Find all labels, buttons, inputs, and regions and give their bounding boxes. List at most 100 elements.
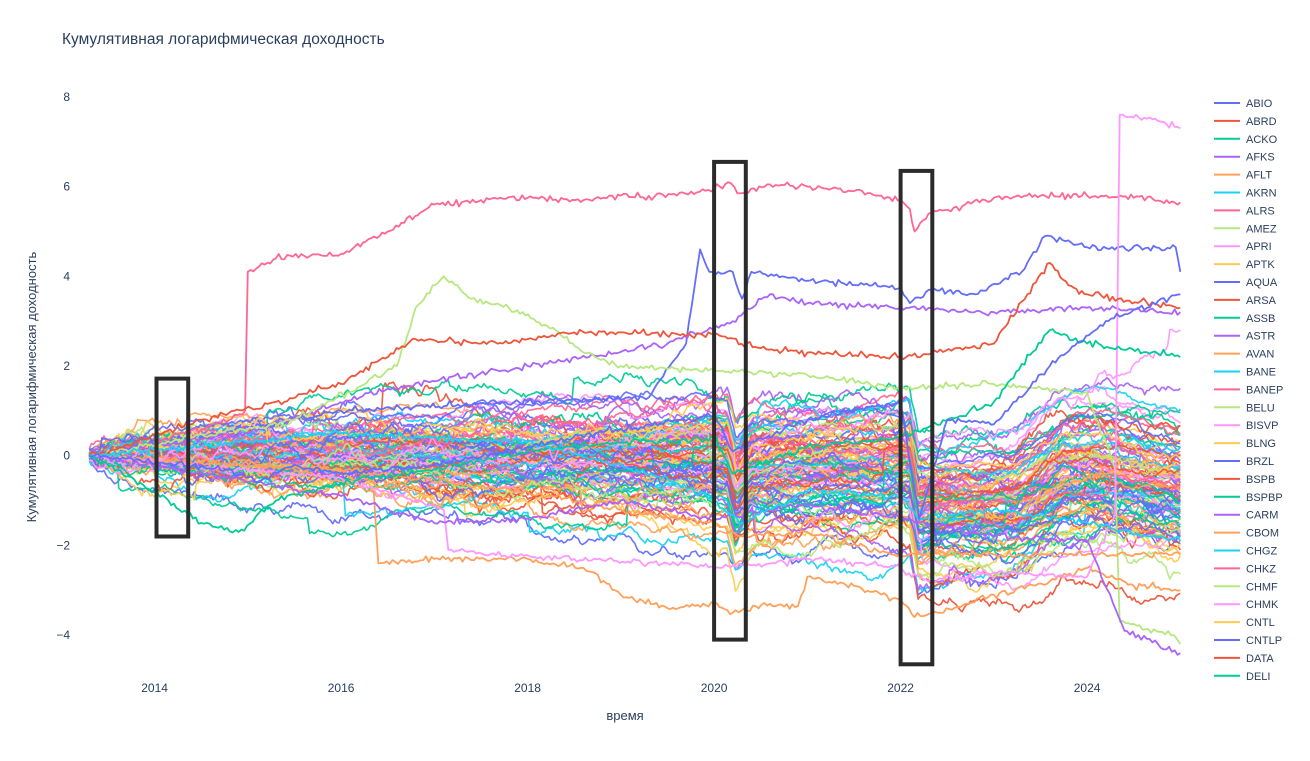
- x-tick-label: 2014: [141, 681, 168, 695]
- legend-item[interactable]: CHKZ: [1214, 563, 1276, 575]
- legend-label: CNTL: [1246, 617, 1275, 629]
- legend-item[interactable]: DELI: [1214, 671, 1270, 683]
- legend-item[interactable]: CNTLP: [1214, 635, 1282, 647]
- x-tick-label: 2018: [514, 681, 541, 695]
- x-tick-label: 2016: [328, 681, 355, 695]
- legend-label: CARM: [1246, 510, 1278, 522]
- legend-item[interactable]: CNTL: [1214, 617, 1275, 629]
- legend-item[interactable]: ALRS: [1214, 205, 1275, 217]
- legend-item[interactable]: BANEP: [1214, 384, 1283, 396]
- annotation-box: [898, 168, 935, 667]
- legend-item[interactable]: ACKO: [1214, 134, 1278, 146]
- legend-item[interactable]: APRI: [1214, 241, 1272, 253]
- legend-label: BANEP: [1246, 384, 1283, 396]
- series-line: [88, 457, 1181, 596]
- y-tick-label: −2: [56, 538, 70, 552]
- series-line: [88, 372, 1181, 467]
- legend-item[interactable]: ASTR: [1214, 331, 1275, 343]
- y-tick-label: −4: [56, 628, 70, 642]
- series-line-highlight: [89, 275, 1182, 645]
- series-line-highlight: [89, 113, 1181, 583]
- legend-item[interactable]: BSPB: [1214, 474, 1275, 486]
- legend-item[interactable]: CBOM: [1214, 528, 1279, 540]
- legend-label: CHMK: [1246, 599, 1279, 611]
- legend-item[interactable]: BISVP: [1214, 420, 1278, 432]
- legend-label: ARSA: [1246, 295, 1277, 307]
- legend-item[interactable]: CHGZ: [1214, 546, 1277, 558]
- legend-item[interactable]: BRZL: [1214, 456, 1274, 468]
- legend-label: ACKO: [1246, 134, 1278, 146]
- legend-item[interactable]: ABRD: [1214, 116, 1277, 128]
- series-line-highlight: [88, 328, 1181, 534]
- legend-item[interactable]: ARSA: [1214, 295, 1277, 307]
- legend-label: APRI: [1246, 241, 1272, 253]
- legend-label: CHKZ: [1246, 563, 1276, 575]
- legend-label: AFLT: [1246, 170, 1272, 182]
- legend-label: BISVP: [1246, 420, 1278, 432]
- series-line-highlight: [89, 429, 1182, 542]
- legend-label: DELI: [1246, 671, 1270, 683]
- series-line-highlight: [88, 293, 1181, 520]
- legend-label: CHMF: [1246, 581, 1278, 593]
- legend-item[interactable]: APTK: [1214, 259, 1275, 271]
- x-axis-ticks: 2014 2016 2018 2020 2022 2024: [141, 681, 1101, 695]
- legend-item[interactable]: BANE: [1214, 367, 1276, 379]
- x-tick-label: 2024: [1074, 681, 1101, 695]
- legend-label: CBOM: [1246, 528, 1279, 540]
- x-tick-label: 2020: [701, 681, 728, 695]
- y-tick-label: 0: [63, 449, 70, 463]
- y-tick-label: 4: [63, 269, 70, 283]
- legend-item[interactable]: AMEZ: [1214, 223, 1277, 235]
- legend-item[interactable]: AVAN: [1214, 349, 1274, 361]
- series-line: [89, 394, 1181, 511]
- series-line-highlight: [88, 234, 1182, 458]
- legend-item[interactable]: ABIO: [1214, 98, 1273, 110]
- series-line-highlight: [89, 454, 1181, 656]
- series-line-highlight: [88, 262, 1181, 457]
- legend-item[interactable]: BSPBP: [1214, 492, 1283, 504]
- legend-item[interactable]: DATA: [1214, 653, 1274, 665]
- x-tick-label: 2022: [887, 681, 914, 695]
- legend-item[interactable]: BLNG: [1214, 438, 1276, 450]
- legend-label: APTK: [1246, 259, 1275, 271]
- legend-item[interactable]: CHMF: [1214, 581, 1278, 593]
- chart-title: Кумулятивная логарифмическая доходность: [62, 31, 385, 48]
- series-line-highlight: [89, 453, 1181, 559]
- legend-label: ABRD: [1246, 116, 1277, 128]
- legend-item[interactable]: AKRN: [1214, 188, 1277, 200]
- series-line: [88, 437, 1181, 580]
- y-axis-label: Кумулятивная логарифмическая доходность: [24, 251, 39, 522]
- y-axis-ticks: −4 −2 0 2 4 6 8: [56, 90, 70, 642]
- x-axis-label: время: [606, 708, 643, 723]
- legend-item[interactable]: AFLT: [1214, 170, 1272, 182]
- legend-label: ABIO: [1246, 98, 1273, 110]
- annotation-layer: [154, 159, 935, 667]
- legend-label: BRZL: [1246, 456, 1274, 468]
- legend-item[interactable]: AQUA: [1214, 277, 1278, 289]
- legend-item[interactable]: AFKS: [1214, 152, 1275, 164]
- legend-label: BELU: [1246, 402, 1275, 414]
- y-tick-label: 8: [63, 90, 70, 104]
- legend-label: AKRN: [1246, 188, 1277, 200]
- series-line: [89, 420, 1182, 519]
- y-tick-label: 6: [63, 180, 70, 194]
- legend-label: CNTLP: [1246, 635, 1282, 647]
- legend-label: AFKS: [1246, 152, 1275, 164]
- series-line: [88, 448, 1181, 591]
- legend-label: CHGZ: [1246, 546, 1277, 558]
- legend-item[interactable]: CHMK: [1214, 599, 1279, 611]
- legend[interactable]: ABIO ABRD ACKO AFKS AFLT AKRN ALRS AMEZ APRI APTK…: [1214, 98, 1283, 683]
- series-line: [88, 447, 1181, 510]
- legend-label: BLNG: [1246, 438, 1276, 450]
- series-line-highlight: [89, 181, 1181, 458]
- legend-item[interactable]: BELU: [1214, 402, 1275, 414]
- legend-label: DATA: [1246, 653, 1274, 665]
- legend-item[interactable]: CARM: [1214, 510, 1278, 522]
- legend-label: BANE: [1246, 367, 1276, 379]
- y-tick-label: 2: [63, 359, 70, 373]
- series-line: [89, 421, 1181, 565]
- legend-label: ASSB: [1246, 313, 1275, 325]
- legend-item[interactable]: ASSB: [1214, 313, 1275, 325]
